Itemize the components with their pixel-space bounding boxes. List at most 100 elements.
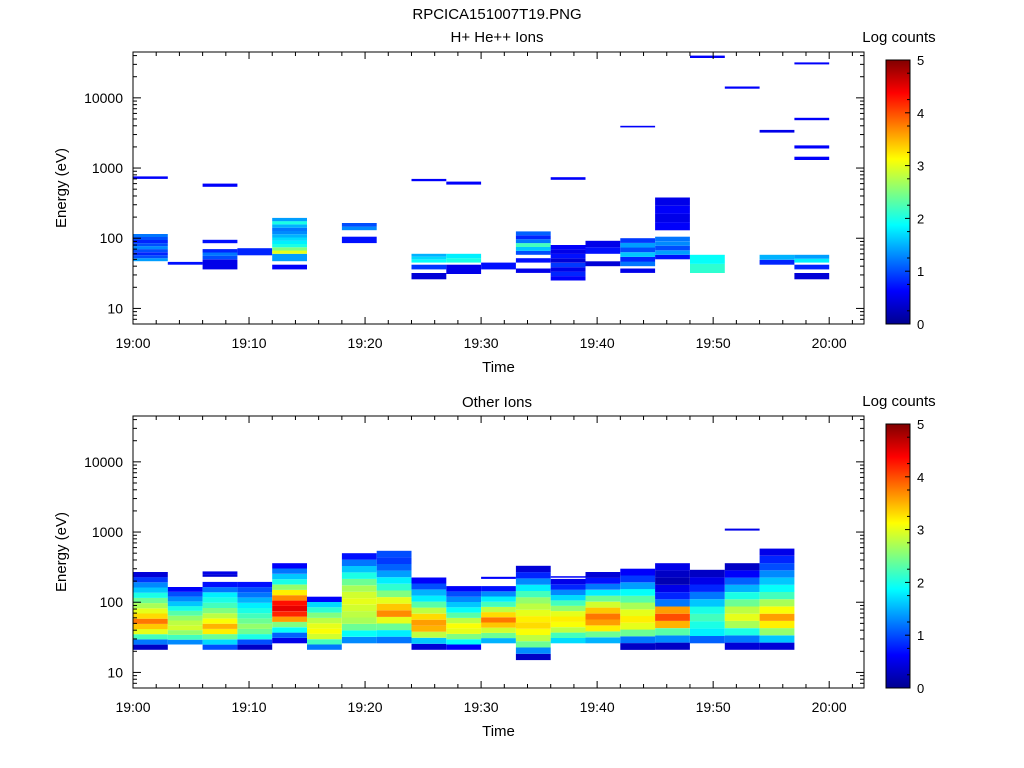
heatmap-cell [307,607,342,613]
heatmap-cell [550,253,586,259]
heatmap-cell [481,627,516,633]
heatmap-cell [167,634,203,640]
heatmap-cell [446,602,482,608]
heatmap-cell [759,584,795,592]
heatmap-cell [446,258,482,263]
colorbar-label: Log counts [862,29,935,46]
heatmap-cell [133,639,168,645]
heatmap-cell [690,569,725,578]
heatmap-cell [550,177,586,180]
heatmap-cell [550,611,586,617]
heatmap-cell [550,605,586,612]
heatmap-cell [237,623,273,629]
heatmap-cell [446,181,482,185]
heatmap-cell [759,254,795,260]
heatmap-cell [794,156,830,160]
heatmap-cell [585,589,621,596]
x-tick-label: 20:00 [812,335,847,351]
heatmap-cell [272,579,307,585]
heatmap-cell [133,618,168,624]
heatmap-cell [446,623,482,629]
colorbar-tick-label: 5 [917,53,924,68]
heatmap-cell [585,247,621,254]
heatmap-cell [307,612,342,618]
heatmap-cell [515,239,551,244]
heatmap-cell [341,226,377,231]
heatmap-cell [133,603,168,609]
heatmap-cell [620,629,656,637]
heatmap-cell [620,575,656,583]
heatmap-cell [237,644,273,650]
heatmap-cell [481,586,516,592]
heatmap-cell [515,622,551,629]
heatmap-cell [620,256,656,262]
heatmap-cell [411,613,447,620]
heatmap-cell [620,268,656,273]
heatmap-cell [481,638,516,644]
heatmap-cell [272,247,307,251]
heatmap-cell [237,634,273,640]
heatmap-cell [237,608,273,614]
heatmap-cell [655,599,690,607]
heatmap-cell [759,563,795,571]
heatmap-cell [655,213,690,223]
heatmap-cell [376,597,412,604]
heatmap-cell [202,644,238,650]
heatmap-cell [759,628,795,636]
heatmap-cell [202,597,238,603]
heatmap-cell [133,634,168,640]
heatmap-cell [376,590,412,598]
x-axis: 19:00 19:10 19:20 19:30 19:40 19:50 20:00 [115,52,853,351]
heatmap-cell [133,613,168,619]
heatmap-cell [724,613,760,621]
heatmap-cell [585,583,621,590]
heatmap-cell [724,628,760,636]
heatmap-cell [133,240,168,243]
heatmap-cell [550,600,586,606]
heatmap-cell [794,264,830,270]
x-tick-label: 19:00 [115,699,150,715]
heatmap-cell [272,234,307,238]
heatmap-cell [307,644,342,650]
heatmap-cell [202,574,238,577]
heatmap-cell [585,261,621,267]
heatmap-cell [272,595,307,601]
heatmap-cell [620,238,656,243]
colorbar: Log counts 0 1 2 3 4 5 [862,393,935,696]
heatmap-cell [690,606,725,614]
heatmap-cell [376,636,412,644]
heatmap-cell [133,587,168,593]
heatmap-cell [515,591,551,598]
heatmap-cell [481,622,516,628]
heatmap-cell [272,584,307,590]
heatmap-cell [515,603,551,610]
heatmap-cell [585,595,621,602]
y-tick-label: 10000 [84,90,123,106]
heatmap-cell [481,612,516,618]
colorbar-gradient [885,59,911,325]
heatmap-cell [341,572,377,579]
heatmap-cell [759,613,795,621]
heatmap-cell [307,628,342,634]
heatmap-cell [133,623,168,630]
heatmap-cell [585,637,621,644]
heatmap-cell [341,553,377,560]
x-tick-label: 19:50 [696,699,731,715]
heatmap-cell [202,239,238,244]
heatmap-cell [272,221,307,225]
heatmap-cell [237,597,273,603]
heatmap-cell [759,606,795,614]
heatmap-cell [446,633,482,640]
heatmap-cell [446,607,482,613]
heatmap-cell [550,578,586,585]
heatmap-cell [550,576,586,578]
heatmap-cell [550,249,586,254]
panel-other-ions: Other Ions 19:00 19:10 19:20 19:30 19:40 19:5… [53,393,936,740]
heatmap-cell [515,584,551,591]
heatmap-cell [272,600,307,606]
heatmap-cell [794,117,830,121]
heatmap-cell [446,264,482,274]
heatmap-cell [620,242,656,248]
heatmap-cell [202,639,238,645]
heatmap-cell [481,596,516,602]
